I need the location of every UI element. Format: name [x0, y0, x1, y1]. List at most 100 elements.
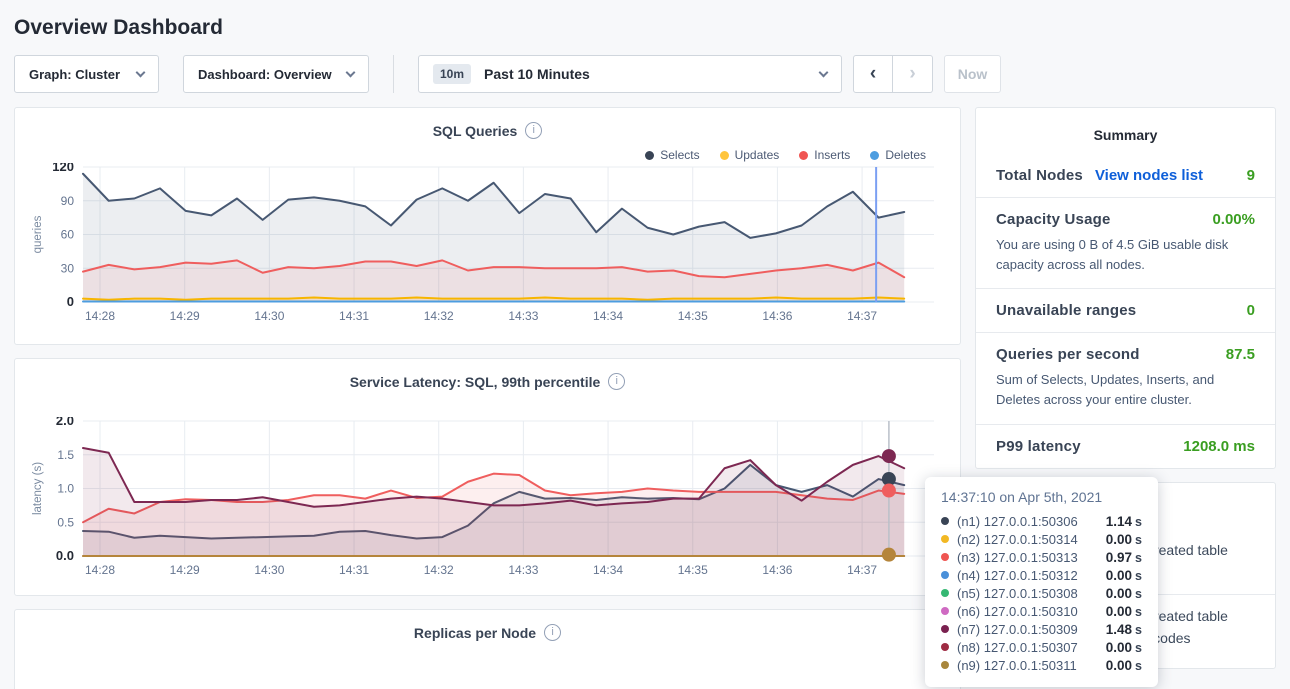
capacity-usage-label: Capacity Usage	[996, 211, 1111, 228]
chevron-down-icon	[135, 67, 146, 77]
qps-desc: Sum of Selects, Updates, Inserts, and De…	[996, 372, 1215, 408]
node-latency-value: 0.00	[1105, 567, 1133, 583]
time-range-dropdown[interactable]: 10m Past 10 Minutes	[418, 55, 842, 93]
selects-dot-icon	[645, 150, 655, 160]
sql-queries-chart-title: SQL Queries	[432, 122, 518, 139]
toolbar-divider	[393, 55, 394, 93]
tooltip-row: (n6) 127.0.0.1:50310 0.00 s	[941, 602, 1142, 620]
sql-queries-legend: Selects Updates Inserts Deletes	[27, 148, 926, 162]
svg-text:14:37: 14:37	[847, 563, 877, 577]
summary-item-unavailable-ranges: Unavailable ranges 0	[976, 288, 1275, 332]
legend-label: Deletes	[885, 148, 926, 162]
unavailable-ranges-label: Unavailable ranges	[996, 302, 1137, 320]
svg-text:2.0: 2.0	[56, 417, 74, 428]
node-address: (n6) 127.0.0.1:50310	[957, 603, 1078, 619]
svg-text:90: 90	[61, 194, 75, 208]
qps-value: 87.5	[1225, 346, 1255, 364]
summary-item-capacity: Capacity Usage 0.00% You are using 0 B o…	[976, 197, 1275, 288]
svg-text:14:34: 14:34	[593, 309, 623, 323]
chevron-down-icon	[345, 67, 356, 77]
summary-item-qps: Queries per second 87.5 Sum of Selects, …	[976, 332, 1275, 423]
tooltip-row: (n3) 127.0.0.1:50313 0.97 s	[941, 548, 1142, 566]
svg-text:14:32: 14:32	[424, 563, 454, 577]
info-icon[interactable]: i	[608, 373, 626, 390]
legend-label: Inserts	[814, 148, 851, 162]
tooltip-row: (n7) 127.0.0.1:50309 1.48 s	[941, 620, 1142, 638]
summary-item-total-nodes: Total Nodes View nodes list 9	[976, 154, 1275, 197]
dashboard-dropdown[interactable]: Dashboard: Overview	[183, 55, 369, 93]
node-dot-icon	[941, 517, 949, 525]
sql-queries-plot[interactable]: 0 30 60 90 120 14:28 14:29 14:30 14:31 14:32 14:33…	[27, 163, 948, 331]
svg-text:120: 120	[52, 163, 74, 174]
legend-item-deletes[interactable]: Deletes	[870, 148, 926, 162]
svg-text:14:33: 14:33	[508, 309, 538, 323]
graph-dropdown-label: Graph: Cluster	[29, 66, 121, 82]
graph-dropdown[interactable]: Graph: Cluster	[14, 55, 159, 93]
svg-text:queries: queries	[32, 215, 44, 253]
node-address: (n5) 127.0.0.1:50308	[957, 585, 1078, 601]
capacity-usage-value: 0.00%	[1212, 211, 1255, 228]
node-dot-icon	[941, 625, 949, 633]
node-address: (n4) 127.0.0.1:50312	[957, 567, 1078, 583]
node-address: (n3) 127.0.0.1:50313	[957, 549, 1078, 565]
replicas-chart-title: Replicas per Node	[413, 624, 537, 641]
charts-column: SQL Queries i Selects Updates Inserts	[14, 107, 961, 689]
info-icon[interactable]: i	[544, 624, 562, 641]
deletes-dot-icon	[870, 150, 880, 160]
dashboard-dropdown-label: Dashboard: Overview	[198, 66, 332, 82]
capacity-usage-desc: You are using 0 B of 4.5 GiB usable disk…	[996, 237, 1229, 273]
time-next-button[interactable]: ›	[893, 55, 933, 93]
replicas-chart-card: Replicas per Node i	[14, 609, 961, 689]
svg-text:14:30: 14:30	[254, 563, 284, 577]
view-nodes-list-link[interactable]: View nodes list	[1094, 167, 1204, 184]
node-latency-value: 0.00	[1105, 531, 1133, 547]
tooltip-timestamp: 14:37:10 on Apr 5th, 2021	[941, 489, 1103, 505]
page-title: Overview Dashboard	[14, 16, 223, 39]
node-dot-icon	[941, 643, 949, 651]
node-latency-value: 0.00	[1105, 657, 1133, 673]
node-dot-icon	[941, 607, 949, 615]
svg-text:60: 60	[61, 228, 75, 242]
svg-text:30: 30	[61, 261, 75, 275]
svg-text:14:31: 14:31	[339, 309, 369, 323]
svg-text:0: 0	[67, 294, 74, 309]
svg-text:14:37: 14:37	[847, 309, 877, 323]
service-latency-plot[interactable]: 0.0 0.5 1.0 1.5 2.0 14:28 14:29 14:30 14:31 14:32…	[27, 417, 948, 585]
time-prev-button[interactable]: ‹	[853, 55, 893, 93]
node-dot-icon	[941, 535, 949, 543]
node-address: (n8) 127.0.0.1:50307	[957, 639, 1078, 655]
node-latency-value: 1.48	[1105, 621, 1133, 637]
legend-item-updates[interactable]: Updates	[719, 148, 780, 162]
total-nodes-value: 9	[1246, 167, 1255, 184]
summary-card: Summary Total Nodes View nodes list 9 Ca…	[975, 107, 1276, 469]
legend-item-selects[interactable]: Selects	[645, 148, 700, 162]
svg-text:14:31: 14:31	[339, 563, 369, 577]
tooltip-row: (n2) 127.0.0.1:50314 0.00 s	[941, 530, 1142, 548]
node-address: (n2) 127.0.0.1:50314	[957, 531, 1078, 547]
tooltip-row: (n9) 127.0.0.1:50311 0.00 s	[941, 656, 1142, 674]
tooltip-row: (n1) 127.0.0.1:50306 1.14 s	[941, 512, 1142, 530]
tooltip-row: (n8) 127.0.0.1:50307 0.00 s	[941, 638, 1142, 656]
tooltip-row: (n5) 127.0.0.1:50308 0.00 s	[941, 584, 1142, 602]
node-address: (n1) 127.0.0.1:50306	[957, 513, 1078, 529]
node-dot-icon	[941, 661, 949, 669]
svg-text:14:36: 14:36	[762, 563, 792, 577]
svg-text:14:29: 14:29	[170, 563, 200, 577]
svg-text:1.5: 1.5	[57, 448, 74, 462]
node-latency-value: 0.00	[1105, 603, 1133, 619]
summary-item-p99: P99 latency 1208.0 ms	[976, 423, 1275, 468]
toolbar: Graph: Cluster Dashboard: Overview 10m P…	[0, 55, 1290, 93]
legend-label: Updates	[734, 148, 780, 162]
updates-dot-icon	[719, 150, 729, 160]
time-now-button[interactable]: Now	[944, 55, 1001, 93]
svg-text:14:28: 14:28	[85, 309, 115, 323]
svg-text:latency (s): latency (s)	[32, 462, 44, 515]
node-dot-icon	[941, 589, 949, 597]
time-nav: ‹ ›	[853, 55, 933, 93]
info-icon[interactable]: i	[525, 122, 543, 139]
svg-text:14:36: 14:36	[762, 309, 792, 323]
legend-item-inserts[interactable]: Inserts	[799, 148, 850, 162]
svg-text:14:28: 14:28	[85, 563, 115, 577]
node-latency-value: 0.00	[1105, 585, 1133, 601]
svg-text:14:29: 14:29	[170, 309, 200, 323]
